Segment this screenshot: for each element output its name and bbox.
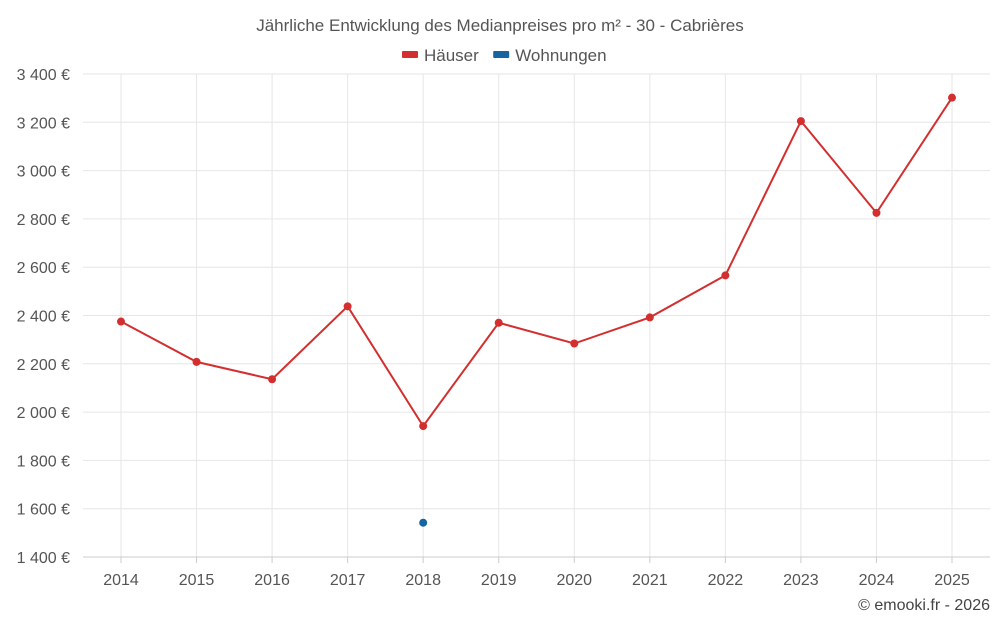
y-tick-label: 2 600 € [17, 260, 70, 277]
data-point-häuser[interactable] [494, 318, 503, 327]
data-point-häuser[interactable] [872, 208, 881, 217]
data-point-wohnungen[interactable] [419, 518, 428, 527]
data-point-häuser[interactable] [721, 271, 730, 280]
x-tick-label: 2024 [859, 572, 895, 589]
grid [83, 73, 990, 558]
x-tick-label: 2018 [405, 572, 441, 589]
data-point-häuser[interactable] [419, 422, 428, 431]
legend: Häuser Wohnungen [402, 46, 607, 65]
y-tick-label: 1 800 € [17, 453, 70, 470]
data-point-häuser[interactable] [268, 375, 277, 384]
y-tick-label: 3 400 € [17, 67, 70, 84]
credit-text: © emooki.fr - 2026 [858, 597, 990, 614]
data-point-häuser[interactable] [796, 117, 805, 126]
x-tick-label: 2014 [103, 572, 139, 589]
legend-item-wohnungen[interactable]: Wohnungen [493, 46, 607, 65]
legend-label: Häuser [424, 46, 479, 65]
x-axis: 2014 2015 2016 2017 2018 2019 2020 2021 2022 2023… [103, 557, 970, 589]
y-tick-label: 2 200 € [17, 357, 70, 374]
legend-swatch [493, 51, 510, 58]
x-tick-label: 2021 [632, 572, 668, 589]
y-tick-label: 3 200 € [17, 115, 70, 132]
y-axis: 1 400 € 1 600 € 1 800 € 2 000 € 2 200 € 2 400… [17, 67, 70, 567]
y-tick-label: 2 400 € [17, 309, 70, 326]
data-point-häuser[interactable] [192, 357, 201, 366]
x-tick-label: 2023 [783, 572, 819, 589]
data-point-häuser[interactable] [343, 302, 352, 311]
x-tick-label: 2025 [934, 572, 970, 589]
chart-title: Jährliche Entwicklung des Medianpreises … [256, 16, 744, 35]
y-tick-label: 2 800 € [17, 212, 70, 229]
y-tick-label: 3 000 € [17, 164, 70, 181]
series-line-häuser [120, 97, 953, 428]
data-point-häuser[interactable] [570, 339, 579, 348]
legend-label: Wohnungen [515, 46, 606, 65]
data-point-häuser[interactable] [645, 313, 654, 322]
x-tick-label: 2020 [556, 572, 592, 589]
y-tick-label: 2 000 € [17, 405, 70, 422]
y-tick-label: 1 400 € [17, 550, 70, 567]
legend-item-häuser[interactable]: Häuser [402, 46, 479, 65]
y-tick-label: 1 600 € [17, 502, 70, 519]
x-tick-label: 2022 [708, 572, 744, 589]
legend-swatch [402, 51, 418, 58]
series-area [117, 93, 956, 527]
x-tick-label: 2015 [179, 572, 215, 589]
x-tick-label: 2016 [254, 572, 290, 589]
x-tick-label: 2017 [330, 572, 366, 589]
data-point-häuser[interactable] [948, 93, 956, 102]
x-tick-label: 2019 [481, 572, 517, 589]
data-point-häuser[interactable] [117, 317, 125, 326]
